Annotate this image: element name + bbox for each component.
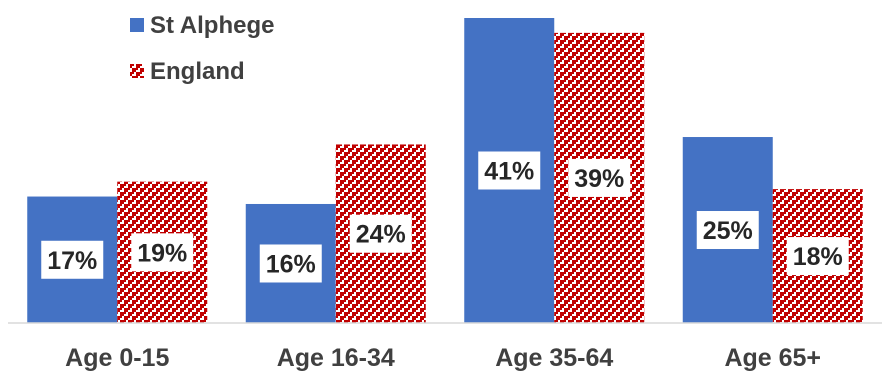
- data-label-england-age-16-34: 24%: [349, 214, 412, 253]
- category-label-age-0-15: Age 0-15: [65, 344, 169, 372]
- category-labels: Age 0-15 Age 16-34 Age 35-64 Age 65+: [65, 344, 821, 372]
- data-label-box: [41, 240, 104, 279]
- data-label-box: [349, 214, 412, 253]
- category-label-age-65: Age 65+: [724, 344, 821, 372]
- data-labels-layer: 17% 19% 16% 24% 41% 39% 25% 18%: [41, 151, 849, 283]
- legend-label-st-alphege: St Alphege: [150, 12, 274, 39]
- data-label-st-alphege-age-35-64: 41%: [478, 151, 541, 190]
- data-label-box: [478, 151, 541, 190]
- data-label-box: [131, 233, 194, 272]
- legend-swatch-st-alphege: [130, 18, 144, 32]
- data-label-st-alphege-age-65: 25%: [696, 211, 759, 250]
- data-label-value: 19%: [137, 239, 187, 267]
- data-label-value: 16%: [266, 250, 316, 278]
- legend-swatch-england: [130, 64, 144, 78]
- category-label-age-16-34: Age 16-34: [277, 344, 395, 372]
- data-label-value: 18%: [793, 243, 843, 271]
- data-label-value: 25%: [703, 217, 753, 245]
- data-label-box: [568, 158, 631, 197]
- data-label-st-alphege-age-16-34: 16%: [259, 244, 322, 283]
- data-label-box: [696, 211, 759, 250]
- legend-label-england: England: [150, 58, 245, 85]
- data-label-value: 41%: [484, 158, 534, 186]
- data-label-england-age-35-64: 39%: [568, 158, 631, 197]
- data-label-england-age-65: 18%: [786, 237, 849, 276]
- data-label-box: [786, 237, 849, 276]
- data-label-england-age-0-15: 19%: [131, 233, 194, 272]
- data-label-value: 39%: [574, 165, 624, 193]
- data-label-value: 17%: [47, 247, 97, 275]
- data-label-st-alphege-age-0-15: 17%: [41, 240, 104, 279]
- category-label-age-35-64: Age 35-64: [495, 344, 613, 372]
- legend: St Alphege England: [130, 12, 274, 85]
- data-label-box: [259, 244, 322, 283]
- data-label-value: 24%: [356, 221, 406, 249]
